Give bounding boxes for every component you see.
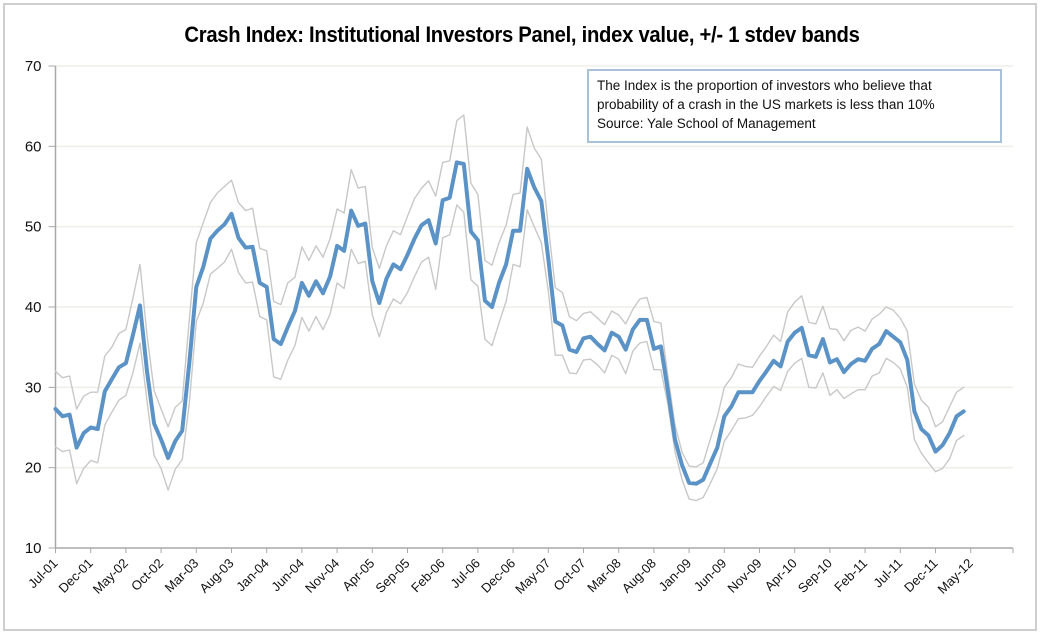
y-tick-label: 30 <box>25 379 42 396</box>
annotation-source: Source: Yale School of Management <box>597 116 816 131</box>
x-tick-label: Apr-05 <box>339 556 377 594</box>
annotation-box: The Index is the proportion of investors… <box>587 69 1002 143</box>
x-tick-label: Feb-06 <box>408 556 448 596</box>
x-tick-label: Jul-11 <box>870 556 905 591</box>
x-tick-label: Aug-08 <box>619 556 659 596</box>
annotation-line: The Index is the proportion of investors… <box>597 78 932 93</box>
x-tick-label: Sep-10 <box>795 556 835 596</box>
x-tick-label: Jan-04 <box>233 556 272 595</box>
y-tick-label: 60 <box>25 138 42 155</box>
chart-title: Crash Index: Institutional Investors Pan… <box>184 22 860 47</box>
y-tick-label: 50 <box>25 219 42 236</box>
x-tick-label: Oct-02 <box>128 556 166 594</box>
series-line-upper-band <box>54 114 965 468</box>
x-tick-label: May-07 <box>512 556 553 597</box>
y-tick-label: 40 <box>25 299 42 316</box>
x-tick-label: Dec-01 <box>56 556 96 596</box>
x-tick-label: Mar-08 <box>584 556 624 596</box>
x-tick-label: Nov-04 <box>302 556 342 596</box>
annotation-line: probability of a crash in the US markets… <box>597 97 935 112</box>
x-tick-label: May-12 <box>935 556 976 597</box>
x-tick-label: Aug-03 <box>196 556 236 596</box>
series-line-index <box>53 160 966 486</box>
series-line-lower-band <box>54 204 965 502</box>
x-tick-label: May-02 <box>90 556 131 597</box>
x-tick-label: Apr-10 <box>762 556 800 594</box>
x-tick-label: Dec-06 <box>478 556 518 596</box>
x-tick-label: Mar-03 <box>162 556 202 596</box>
x-tick-label: Feb-11 <box>831 556 870 595</box>
x-tick-label: Jun-04 <box>268 556 307 595</box>
x-tick-label: Dec-11 <box>901 556 941 596</box>
x-tick-label: Nov-09 <box>724 556 764 596</box>
axes <box>48 65 1014 553</box>
y-tick-labels: 10 20 30 40 50 60 70 <box>25 58 42 557</box>
y-tick-label: 70 <box>25 58 42 75</box>
y-tick-label: 20 <box>25 460 42 477</box>
x-tick-label: Jun-09 <box>691 556 730 595</box>
x-tick-label: Jan-09 <box>656 556 695 595</box>
series-lines <box>53 114 966 502</box>
y-tick-label: 10 <box>25 540 42 557</box>
x-tick-label: Sep-05 <box>372 556 412 596</box>
x-tick-labels: Jul-01Dec-01May-02Oct-02Mar-03Aug-03Jan-… <box>25 556 976 597</box>
x-tick-label: Oct-07 <box>550 556 588 594</box>
